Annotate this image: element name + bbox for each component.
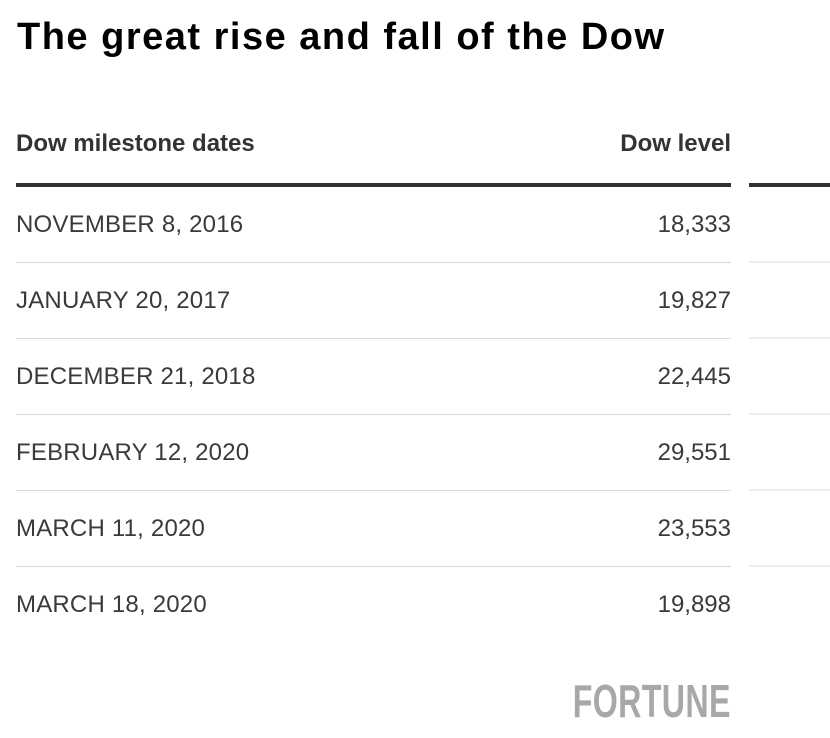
row-date: MARCH 11, 2020 — [16, 514, 206, 542]
cropped-column-spacer — [749, 130, 830, 183]
row-date: JANUARY 20, 2017 — [16, 286, 231, 314]
table-header: Dow milestone dates Dow level — [16, 130, 731, 183]
cropped-row-fragment — [749, 263, 830, 339]
chart-title: The great rise and fall of the Dow — [17, 16, 666, 58]
cropped-row-fragment — [749, 491, 830, 567]
column-header-level: Dow level — [620, 130, 731, 157]
table-row: DECEMBER 21, 2018 22,445 — [16, 339, 731, 415]
row-level: 22,445 — [657, 362, 731, 390]
cropped-row-fragment — [749, 415, 830, 491]
table-body: NOVEMBER 8, 2016 18,333 JANUARY 20, 2017… — [16, 187, 731, 643]
header-rule — [16, 183, 731, 187]
cropped-row-fragment — [749, 567, 830, 643]
row-date: NOVEMBER 8, 2016 — [16, 210, 244, 238]
row-date: DECEMBER 21, 2018 — [16, 362, 256, 390]
row-level: 29,551 — [657, 438, 731, 466]
cropped-row-fragment — [749, 187, 830, 263]
cropped-rows — [749, 187, 830, 643]
cropped-next-column — [749, 130, 830, 643]
row-date: MARCH 18, 2020 — [16, 591, 207, 618]
table-row: JANUARY 20, 2017 19,827 — [16, 263, 731, 339]
row-level: 23,553 — [657, 514, 731, 542]
cropped-row-fragment — [749, 339, 830, 415]
row-level: 18,333 — [657, 210, 731, 238]
row-date: FEBRUARY 12, 2020 — [16, 438, 250, 466]
row-level: 19,898 — [657, 591, 731, 618]
table-row: MARCH 11, 2020 23,553 — [16, 491, 731, 567]
table-row: MARCH 18, 2020 19,898 — [16, 567, 731, 643]
table-row: FEBRUARY 12, 2020 29,551 — [16, 415, 731, 491]
dow-table: Dow milestone dates Dow level NOVEMBER 8… — [16, 130, 731, 643]
fortune-logo: FORTUNE — [572, 675, 731, 727]
column-header-dates: Dow milestone dates — [16, 130, 255, 157]
row-level: 19,827 — [657, 286, 731, 314]
header-rule-fragment — [749, 183, 830, 187]
table-row: NOVEMBER 8, 2016 18,333 — [16, 187, 731, 263]
